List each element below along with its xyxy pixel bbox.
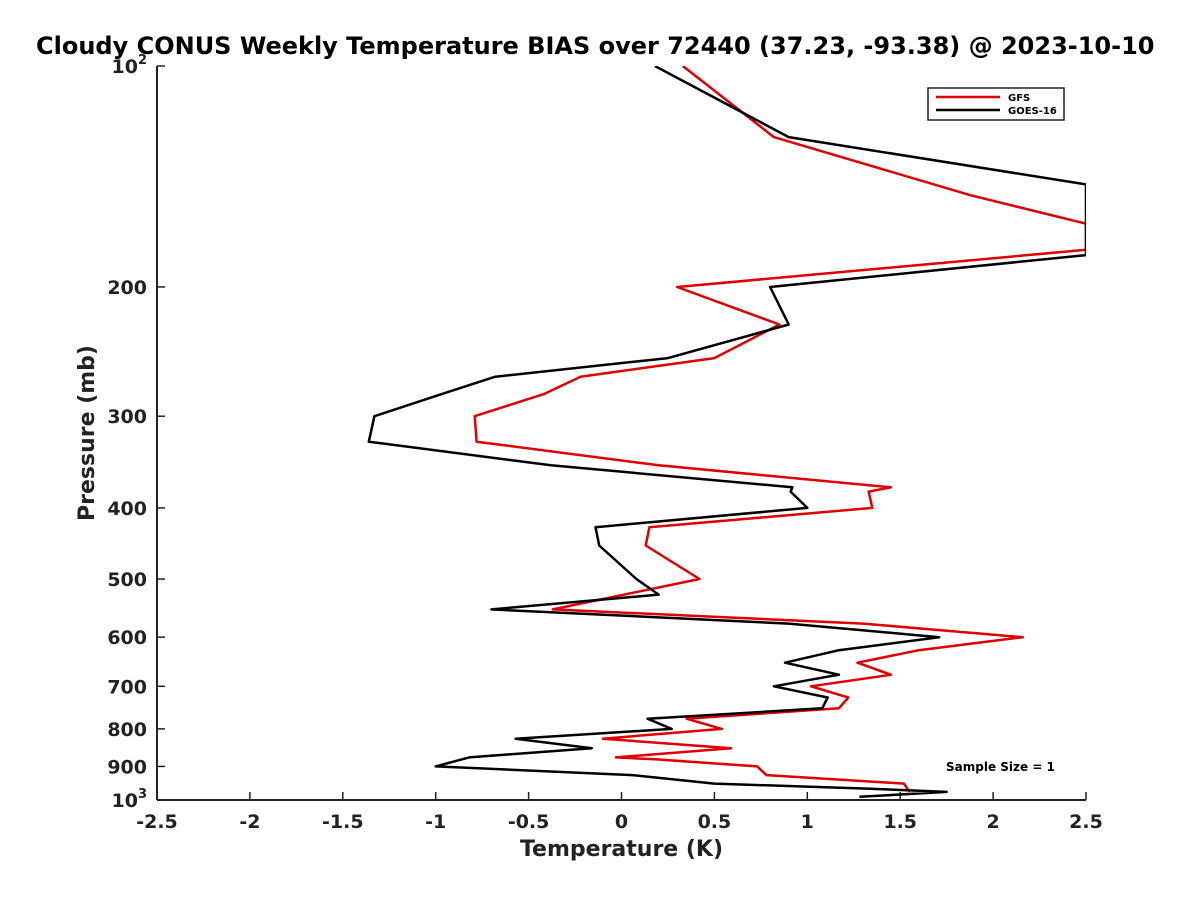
- x-tick-label: 0.5: [698, 811, 732, 833]
- series-line-gfs: [473, 66, 1086, 793]
- series-line-goes-16: [367, 66, 1086, 799]
- legend-entry-label: GFS: [1008, 93, 1030, 104]
- x-tick-label: -0.5: [508, 811, 550, 833]
- y-tick-label: 700: [107, 676, 147, 698]
- x-tick-label: 1: [801, 811, 814, 833]
- legend: GFS GOES-16: [927, 87, 1065, 121]
- x-tick-label: 2: [986, 811, 999, 833]
- y-axis-ticks: 102 200 300 400 500 600 700 800 900 103: [107, 53, 165, 812]
- y-tick-label: 500: [107, 569, 147, 591]
- y-tick-label: 900: [107, 756, 147, 778]
- x-tick-label: -1.5: [322, 811, 364, 833]
- y-tick-label: 800: [107, 719, 147, 741]
- plot-area: -2.5 -2 -1.5 -1 -0.5 0 0.5 1 1.5 2 2.5 102 200 300 40…: [107, 53, 1103, 833]
- legend-entry-label: GOES-16: [1008, 106, 1057, 117]
- y-tick-label: 102: [112, 53, 148, 78]
- y-axis-label: Pressure (mb): [75, 345, 100, 521]
- x-axis-ticks: -2.5 -2 -1.5 -1 -0.5 0 0.5 1 1.5 2 2.5: [136, 792, 1103, 833]
- x-tick-label: -1: [425, 811, 446, 833]
- y-tick-label: 200: [107, 277, 147, 299]
- x-tick-label: 2.5: [1069, 811, 1103, 833]
- y-tick-label: 300: [107, 406, 147, 428]
- y-tick-label: 103: [112, 787, 148, 812]
- x-tick-label: 1.5: [883, 811, 917, 833]
- chart-title: Cloudy CONUS Weekly Temperature BIAS ove…: [36, 32, 1154, 60]
- y-tick-label: 600: [107, 627, 147, 649]
- x-tick-label: -2.5: [136, 811, 178, 833]
- y-tick-label: 400: [107, 498, 147, 520]
- sample-size-annotation: Sample Size = 1: [946, 760, 1055, 774]
- x-tick-label: 0: [615, 811, 628, 833]
- x-tick-label: -2: [239, 811, 260, 833]
- series-layer: [367, 66, 1086, 799]
- x-axis-label: Temperature (K): [520, 837, 723, 862]
- legend-box: [927, 87, 1065, 121]
